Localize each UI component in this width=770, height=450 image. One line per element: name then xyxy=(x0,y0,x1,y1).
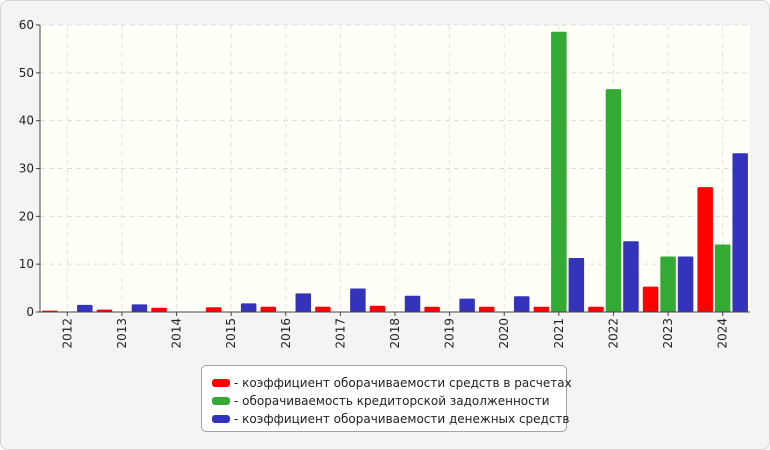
y-tick-label: 0 xyxy=(26,305,34,319)
bar xyxy=(350,288,366,312)
bar xyxy=(533,306,550,312)
legend-swatch xyxy=(212,379,230,387)
bar xyxy=(315,306,331,312)
bar xyxy=(697,187,713,312)
bar xyxy=(605,89,622,312)
bar xyxy=(369,305,386,312)
x-tick-label: 2012 xyxy=(60,318,74,349)
bar xyxy=(551,31,567,313)
bar xyxy=(404,295,421,312)
bar xyxy=(96,309,113,312)
bar xyxy=(205,307,222,312)
bar xyxy=(588,306,604,312)
bar xyxy=(151,307,167,312)
bar xyxy=(660,256,676,312)
x-tick-label: 2013 xyxy=(115,318,129,349)
y-tick-label: 40 xyxy=(19,114,34,128)
x-tick-label: 2014 xyxy=(170,318,184,349)
bar xyxy=(714,244,731,312)
x-tick-label: 2019 xyxy=(443,318,457,349)
y-tick-label: 60 xyxy=(19,18,34,32)
x-tick-label: 2022 xyxy=(606,318,620,349)
legend-label: - коэффициент оборачиваемости денежных с… xyxy=(234,412,570,426)
legend-label: - оборачиваемость кредиторской задолженн… xyxy=(234,394,550,408)
bar xyxy=(568,257,585,312)
x-tick-label: 2020 xyxy=(497,318,511,349)
y-tick-label: 20 xyxy=(19,209,34,223)
y-tick-label: 10 xyxy=(19,257,34,271)
x-tick-label: 2017 xyxy=(333,318,347,349)
legend-item: - коэффициент оборачиваемости средств в … xyxy=(212,374,572,392)
bar xyxy=(677,256,694,312)
bar xyxy=(240,303,257,312)
bar xyxy=(642,286,659,312)
bar xyxy=(513,296,530,312)
bar xyxy=(295,293,312,312)
y-tick-label: 30 xyxy=(19,162,34,176)
x-tick-label: 2018 xyxy=(388,318,402,349)
x-tick-label: 2024 xyxy=(716,318,730,349)
legend-label: - коэффициент оборачиваемости средств в … xyxy=(234,376,572,390)
bar xyxy=(77,304,93,312)
legend-item: - оборачиваемость кредиторской задолженн… xyxy=(212,392,566,410)
bar xyxy=(424,306,440,312)
x-tick-label: 2016 xyxy=(279,318,293,349)
x-tick-label: 2015 xyxy=(224,318,238,349)
x-tick-label: 2021 xyxy=(552,318,566,349)
x-tick-label: 2023 xyxy=(661,318,675,349)
bar xyxy=(260,306,277,312)
legend-swatch xyxy=(212,415,230,423)
chart-legend: - коэффициент оборачиваемости средств в … xyxy=(201,365,572,432)
y-tick-label: 50 xyxy=(19,66,34,80)
bar xyxy=(459,298,475,312)
bar xyxy=(131,304,148,312)
bar-chart: 0 10 20 30 40 50 60 2012 2013 2014 2015 2016 2017 20… xyxy=(19,18,750,349)
bar xyxy=(478,306,495,312)
bar xyxy=(623,241,639,312)
legend-swatch xyxy=(212,397,230,405)
bar xyxy=(732,153,748,312)
legend-item: - коэффициент оборачиваемости денежных с… xyxy=(212,410,570,428)
